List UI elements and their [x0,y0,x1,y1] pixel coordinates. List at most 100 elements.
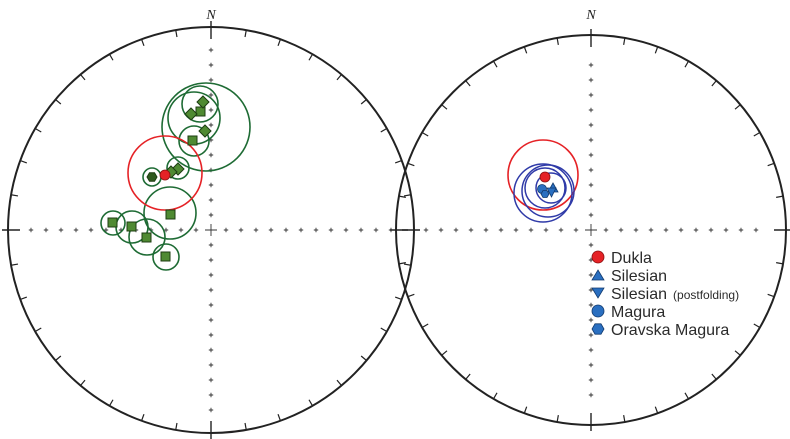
grid-plus-mark [208,62,214,68]
grid-plus-mark [253,227,259,233]
perimeter-tick [34,127,42,133]
right-north-label: N [585,8,596,23]
grid-plus-mark [208,392,214,398]
grid-plus-mark [588,137,594,143]
perimeter-tick [776,195,784,198]
grid-plus-mark [205,224,217,236]
grid-plus-mark [103,227,109,233]
a95-circle [128,218,166,256]
perimeter-tick [336,379,342,386]
grid-plus-mark [588,242,594,248]
legend-label-suffix: (postfolding) [673,288,739,302]
grid-plus-mark [58,227,64,233]
perimeter-tick [776,262,784,265]
left-primitive-circle [7,26,415,434]
perimeter-tick [556,37,559,45]
perimeter-tick [734,350,741,356]
grid-plus-mark [208,92,214,98]
grid-plus-mark [558,227,564,233]
square-marker [141,232,152,243]
grid-plus-mark [208,122,214,128]
grid-plus-mark [588,152,594,158]
a95-circle [161,82,251,172]
perimeter-tick [734,104,741,110]
grid-plus-mark [513,227,519,233]
perimeter-tick [308,53,314,61]
grid-plus-mark [268,227,274,233]
perimeter-tick [55,99,62,105]
grid-plus-mark [588,272,594,278]
perimeter-tick [421,131,429,137]
a95-circle [524,167,566,209]
right-dukla-a95-circle [507,139,579,211]
a95-circle [152,243,180,271]
grid-plus-mark [178,227,184,233]
legend-marker-circle [591,304,605,318]
grid-plus-mark [588,77,594,83]
left-north-label: N [205,8,216,23]
grid-plus-mark [208,347,214,353]
right-center-cross [423,62,759,398]
legend-marker-circle [591,250,605,264]
grid-plus-mark [588,167,594,173]
perimeter-tick [711,80,717,87]
perimeter-tick [421,323,429,329]
grid-plus-mark [468,227,474,233]
dukla-marker [539,171,551,183]
perimeter-tick [277,413,281,421]
hexagon-marker [146,172,158,182]
grid-plus-mark [208,152,214,158]
grid-plus-mark [453,227,459,233]
grid-plus-mark [283,227,289,233]
perimeter-tick [277,39,281,47]
grid-plus-mark [678,227,684,233]
grid-plus-mark [588,317,594,323]
diamond-marker [196,95,210,109]
left-stereonet: N [2,8,420,439]
grid-plus-mark [208,362,214,368]
perimeter-tick [753,323,761,329]
perimeter-tick [465,373,471,380]
perimeter-tick [623,37,626,45]
grid-plus-mark [208,272,214,278]
perimeter-tick [244,29,247,38]
grid-plus-mark [43,227,49,233]
grid-plus-mark [483,227,489,233]
grid-plus-mark [618,227,624,233]
grid-plus-mark [588,347,594,353]
legend-label-main: Silesian [611,286,667,303]
perimeter-tick [336,74,342,81]
grid-plus-mark [163,227,169,233]
a95-circle [166,156,190,180]
grid-plus-mark [208,377,214,383]
perimeter-tick [20,160,28,164]
left-confidence-circles [100,82,251,271]
grid-plus-mark [73,227,79,233]
a95-circle [178,125,210,157]
grid-plus-mark [208,107,214,113]
grid-plus-mark [208,212,214,218]
grid-plus-mark [208,287,214,293]
grid-plus-mark [208,77,214,83]
perimeter-tick [767,162,775,167]
grid-plus-mark [663,227,669,233]
legend-label: Dukla [611,250,652,267]
left-perimeter-ticks [2,21,420,439]
perimeter-tick [465,80,471,87]
a95-circle [181,85,219,123]
grid-plus-mark [543,227,549,233]
perimeter-tick [753,131,761,137]
right-perimeter-ticks [390,29,790,431]
perimeter-tick [20,296,28,300]
grid-plus-mark [648,227,654,233]
perimeter-tick [441,104,448,110]
perimeter-tick [407,162,415,167]
legend-label: Silesian (postfolding) [611,286,739,303]
right-confidence-circles [513,163,575,223]
grid-plus-mark [588,182,594,188]
perimeter-tick [80,379,86,386]
grid-plus-mark [753,227,759,233]
legend-item-oravska-magura: Oravska Magura [591,322,729,339]
perimeter-tick [407,293,415,298]
perimeter-tick [767,293,775,298]
